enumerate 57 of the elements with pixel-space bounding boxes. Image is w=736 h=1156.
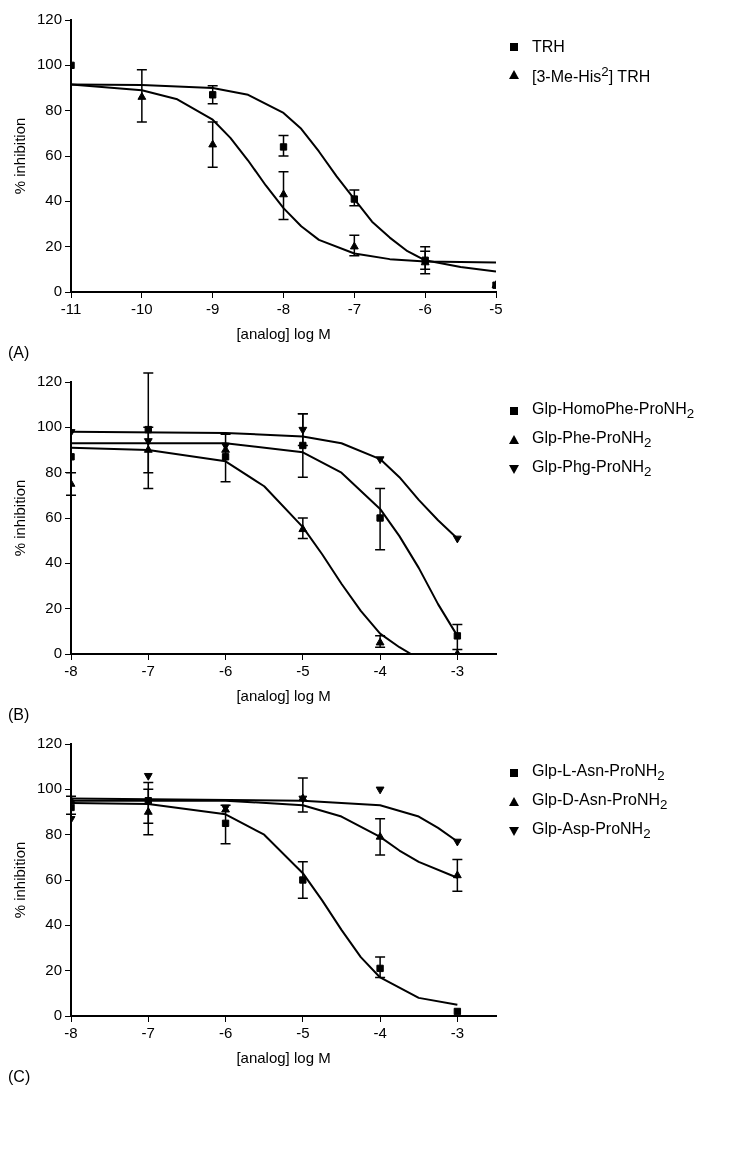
- x-tick-label: -7: [347, 300, 362, 318]
- x-tick-label: -7: [141, 1024, 155, 1042]
- x-tick-label: -10: [131, 300, 153, 318]
- legend-label: Glp-Asp-ProNH$_{2}$: [532, 820, 651, 842]
- x-tick-label: -3: [450, 1024, 465, 1042]
- y-tick-label: 120: [37, 372, 63, 390]
- legend-label: TRH: [532, 38, 565, 56]
- y-tick-label: 0: [53, 644, 63, 662]
- y-tick-label: 60: [45, 870, 63, 888]
- y-tick-label: 20: [45, 236, 63, 254]
- x-tick-label: -5: [296, 1024, 310, 1042]
- y-tick-label: 80: [45, 462, 63, 480]
- y-tick-label: 40: [45, 915, 63, 933]
- y-axis-title: % inhibition: [11, 117, 29, 195]
- y-tick-label: 20: [45, 598, 63, 616]
- y-tick-label: 0: [53, 282, 63, 300]
- legend-label: Glp-D-Asn-ProNH$_{2}$: [532, 791, 668, 813]
- text: (A): [8, 344, 31, 362]
- y-axis-title: % inhibition: [11, 479, 29, 557]
- y-tick-label: 120: [37, 734, 63, 752]
- y-tick-label: 100: [37, 55, 63, 73]
- text: (B): [8, 706, 31, 724]
- y-tick-label: 80: [45, 100, 63, 118]
- legend-label: Glp-HomoPhe-ProNH$_{2}$: [532, 400, 695, 422]
- x-tick-label: -8: [64, 662, 78, 680]
- x-tick-label: -7: [141, 662, 155, 680]
- y-tick-label: 40: [45, 191, 63, 209]
- y-tick-label: 80: [45, 824, 63, 842]
- legend-label: [3-Me-His$^{2}$] TRH: [532, 64, 651, 87]
- y-tick-label: 120: [37, 10, 63, 28]
- x-tick-label: -6: [218, 1024, 233, 1042]
- x-tick-label: -6: [418, 300, 432, 318]
- text: (C): [8, 1068, 32, 1086]
- legend-label: Glp-Phg-ProNH$_{2}$: [532, 458, 652, 480]
- x-tick-label: -9: [206, 300, 220, 318]
- x-tick-label: -3: [450, 662, 465, 680]
- x-tick-label: -4: [373, 662, 387, 680]
- x-tick-label: -8: [64, 1024, 78, 1042]
- x-tick-label: -6: [218, 662, 233, 680]
- y-tick-label: 60: [45, 146, 63, 164]
- y-tick-label: 100: [37, 417, 63, 435]
- x-axis-title: [analog] log M: [236, 687, 331, 705]
- y-axis-title: % inhibition: [11, 841, 29, 919]
- x-tick-label: -5: [296, 662, 310, 680]
- y-tick-label: 40: [45, 553, 63, 571]
- y-tick-label: 100: [37, 779, 63, 797]
- legend-label: Glp-L-Asn-ProNH$_{2}$: [532, 762, 665, 784]
- x-tick-label: -5: [489, 300, 503, 318]
- y-tick-label: 20: [45, 960, 63, 978]
- x-tick-label: -8: [276, 300, 291, 318]
- y-tick-label: 0: [53, 1006, 63, 1024]
- x-axis-title: [analog] log M: [236, 325, 331, 343]
- y-tick-label: 60: [45, 508, 63, 526]
- x-tick-label: -4: [373, 1024, 387, 1042]
- legend-label: Glp-Phe-ProNH$_{2}$: [532, 429, 652, 451]
- x-tick-label: -11: [60, 300, 82, 318]
- x-axis-title: [analog] log M: [236, 1049, 331, 1067]
